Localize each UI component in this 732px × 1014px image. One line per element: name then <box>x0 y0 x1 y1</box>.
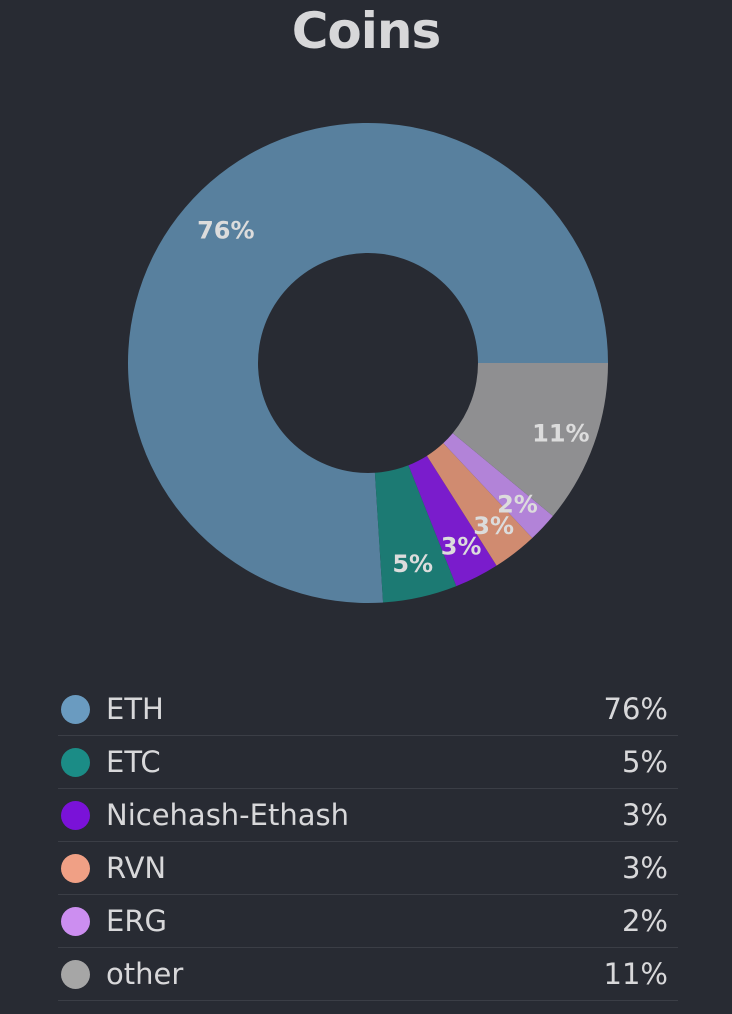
legend-label: ERG <box>106 904 167 938</box>
slice-label-other: 11% <box>532 419 589 447</box>
legend-value: 76% <box>603 692 668 726</box>
slice-erg <box>443 433 553 538</box>
slice-other <box>452 363 608 516</box>
legend-label: RVN <box>106 851 167 885</box>
slice-label-nicehash-ethash: 3% <box>441 533 482 561</box>
legend-label: other <box>106 957 184 991</box>
legend-item[interactable]: RVN 3% <box>58 842 678 895</box>
legend-color-dot <box>61 959 90 989</box>
legend-label: ETH <box>106 692 164 726</box>
donut-chart: 76%5%3%3%2%11% <box>128 123 608 604</box>
legend: ETH 76% ETC 5% Nicehash-Ethash 3% RVN 3% ERG 2% ot… <box>58 683 678 1001</box>
legend-item[interactable]: ETC 5% <box>58 736 678 789</box>
slice-label-etc: 5% <box>392 550 433 578</box>
legend-value: 3% <box>621 798 668 832</box>
legend-label: ETC <box>106 745 161 779</box>
legend-color-dot <box>61 800 90 830</box>
legend-value: 5% <box>621 745 668 779</box>
chart-title: Coins <box>291 2 442 60</box>
legend-color-dot <box>61 694 90 724</box>
legend-color-dot <box>61 853 90 883</box>
slice-label-rvn: 3% <box>473 512 514 540</box>
legend-item[interactable]: Nicehash-Ethash 3% <box>58 789 678 842</box>
slice-rvn <box>426 443 533 566</box>
slice-label-eth: 76% <box>197 217 254 245</box>
legend-label: Nicehash-Ethash <box>106 798 349 832</box>
legend-value: 2% <box>621 904 668 938</box>
legend-item[interactable]: ERG 2% <box>58 895 678 948</box>
legend-value: 11% <box>603 957 668 991</box>
legend-value: 3% <box>621 851 668 885</box>
legend-color-dot <box>61 906 90 936</box>
legend-color-dot <box>61 747 90 777</box>
slice-etc <box>374 465 457 603</box>
slice-nicehash-ethash <box>408 455 497 587</box>
legend-item[interactable]: other 11% <box>58 948 678 1001</box>
slice-eth <box>128 123 608 604</box>
legend-item[interactable]: ETH 76% <box>58 683 678 736</box>
slice-label-erg: 2% <box>497 490 538 518</box>
